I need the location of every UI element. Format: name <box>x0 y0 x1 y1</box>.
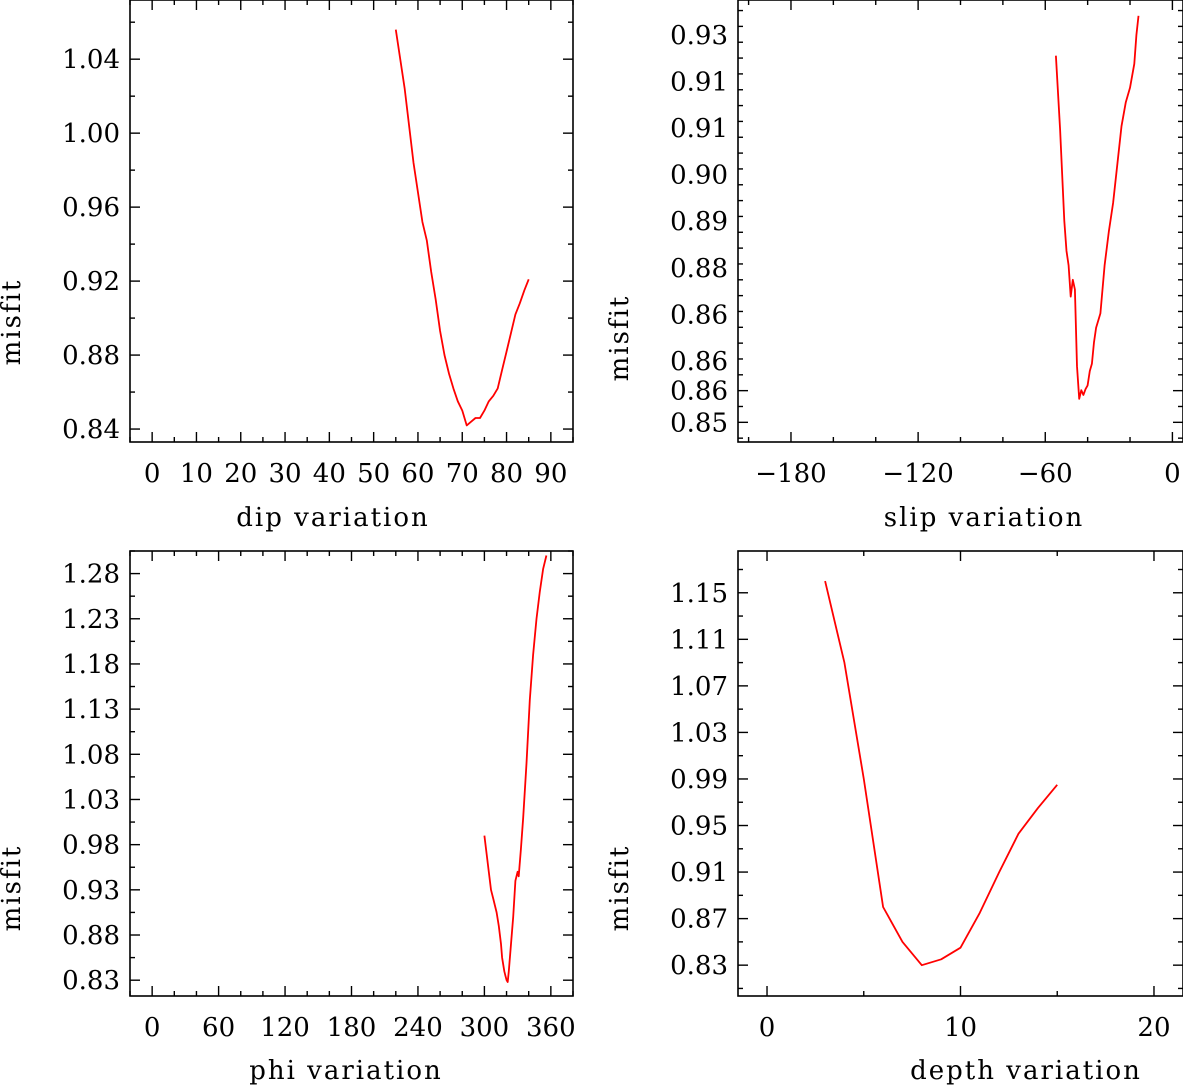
phi-x-tick-label: 120 <box>260 1013 310 1043</box>
dip-x-tick-label: 60 <box>401 459 434 489</box>
phi-y-tick-label: 1.18 <box>62 650 120 680</box>
dip-x-tick-label: 30 <box>269 459 302 489</box>
slip-y-tick-label: 0.90 <box>670 161 728 191</box>
dip-y-tick-label: 1.00 <box>62 119 120 149</box>
phi-chart: 0.83 0.88 0.93 0.98 1.03 1.08 1.13 1.18 1.23 1.28… <box>0 550 576 1086</box>
slip-y-tick-label: 0.93 <box>670 21 728 51</box>
dip-x-tick-label: 80 <box>490 459 523 489</box>
phi-y-tick-label: 0.83 <box>62 966 120 996</box>
depth-x-tick-label: 20 <box>1137 1013 1170 1043</box>
phi-x-tick-label: 180 <box>327 1013 377 1043</box>
phi-y-tick-label: 0.88 <box>62 921 120 951</box>
slip-y-tick-label: 0.86 <box>670 377 728 407</box>
phi-x-tick-label: 240 <box>393 1013 443 1043</box>
depth-y-axis-label: misfit <box>605 845 635 932</box>
phi-y-tick-label: 0.98 <box>62 831 120 861</box>
dip-y-tick-label: 1.04 <box>62 45 120 75</box>
depth-y-tick-label: 1.11 <box>670 625 728 655</box>
slip-y-tick-label: 0.91 <box>670 68 728 98</box>
phi-y-tick-label: 0.93 <box>62 876 120 906</box>
dip-x-axis-label: dip variation <box>236 503 429 533</box>
slip-y-tick-label: 0.89 <box>670 207 728 237</box>
phi-y-tick-label: 1.03 <box>62 785 120 815</box>
depth-plot-frame <box>737 550 1183 997</box>
depth-x-tick-label: 0 <box>759 1013 776 1043</box>
depth-y-tick-label: 0.83 <box>670 951 728 981</box>
dip-y-tick-label: 0.92 <box>62 267 120 297</box>
depth-y-tick-label: 0.87 <box>670 905 728 935</box>
slip-x-axis-label: slip variation <box>884 503 1084 533</box>
slip-y-tick-label: 0.91 <box>670 114 728 144</box>
depth-y-tick-label: 1.15 <box>670 579 728 609</box>
slip-y-axis-label: misfit <box>605 295 635 382</box>
slip-chart: 0.850.860.860.860.880.890.900.910.910.93… <box>605 0 1183 533</box>
dip-x-tick-label: 70 <box>446 459 479 489</box>
slip-y-tick-label: 0.85 <box>670 408 728 438</box>
slip-plot-frame <box>737 0 1183 443</box>
phi-x-tick-label: 300 <box>460 1013 510 1043</box>
phi-y-tick-label: 1.28 <box>62 560 120 590</box>
depth-y-tick-label: 1.03 <box>670 718 728 748</box>
dip-x-tick-label: 20 <box>224 459 257 489</box>
depth-y-tick-label: 0.91 <box>670 858 728 888</box>
phi-y-tick-label: 1.23 <box>62 605 120 635</box>
dip-y-tick-label: 0.84 <box>62 415 120 445</box>
depth-y-tick-label: 0.95 <box>670 812 728 842</box>
dip-y-tick-label: 0.96 <box>62 193 120 223</box>
depth-x-tick-label: 10 <box>944 1013 977 1043</box>
slip-x-tick-label: −120 <box>882 459 953 489</box>
slip-x-tick-label: 0 <box>1164 459 1181 489</box>
dip-x-tick-label: 50 <box>357 459 390 489</box>
slip-y-tick-label: 0.88 <box>670 254 728 284</box>
phi-x-tick-label: 360 <box>526 1013 576 1043</box>
phi-y-tick-label: 1.08 <box>62 740 120 770</box>
depth-chart: 0.83 0.87 0.91 0.95 0.99 1.03 1.07 1.11 1.15 0 10 2… <box>605 550 1183 1086</box>
dip-y-axis-label: misfit <box>0 279 27 366</box>
dip-y-tick-label: 0.88 <box>62 341 120 371</box>
dip-chart: 0.84 0.88 0.92 0.96 1.00 1.04 0 10 20 30 40 50 60 70 8… <box>0 0 574 533</box>
phi-y-axis-label: misfit <box>0 845 27 932</box>
dip-plot-frame <box>129 0 574 443</box>
phi-x-tick-label: 0 <box>144 1013 161 1043</box>
phi-y-tick-label: 1.13 <box>62 695 120 725</box>
slip-y-tick-label: 0.86 <box>670 300 728 330</box>
dip-x-tick-label: 10 <box>180 459 213 489</box>
depth-x-axis-label: depth variation <box>910 1056 1142 1086</box>
dip-x-tick-label: 40 <box>313 459 346 489</box>
depth-misfit-line <box>824 580 1058 967</box>
slip-misfit-line <box>1055 15 1140 400</box>
phi-misfit-line <box>483 555 548 983</box>
phi-x-axis-label: phi variation <box>249 1056 443 1086</box>
phi-x-tick-label: 60 <box>202 1013 235 1043</box>
slip-y-tick-label: 0.86 <box>670 347 728 377</box>
dip-x-tick-label: 0 <box>144 459 161 489</box>
phi-plot-frame <box>129 550 574 997</box>
slip-x-tick-label: −180 <box>755 459 826 489</box>
dip-misfit-line <box>394 29 530 427</box>
depth-y-tick-label: 0.99 <box>670 765 728 795</box>
dip-x-tick-label: 90 <box>534 459 567 489</box>
slip-x-tick-label: −60 <box>1018 459 1073 489</box>
depth-y-tick-label: 1.07 <box>670 672 728 702</box>
